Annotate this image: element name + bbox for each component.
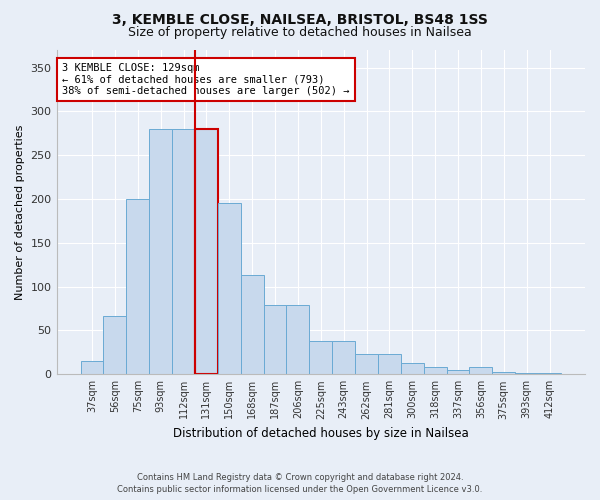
Bar (310, 341, 332, 374)
Bar (263, 305, 286, 374)
Bar (149, 129, 172, 374)
Text: 3, KEMBLE CLOSE, NAILSEA, BRISTOL, BS48 1SS: 3, KEMBLE CLOSE, NAILSEA, BRISTOL, BS48 … (112, 12, 488, 26)
Bar (80, 361, 103, 374)
Bar (446, 370, 469, 374)
Text: Contains HM Land Registry data © Crown copyright and database right 2024.
Contai: Contains HM Land Registry data © Crown c… (118, 472, 482, 494)
Bar (172, 129, 195, 374)
Y-axis label: Number of detached properties: Number of detached properties (15, 124, 25, 300)
Bar (195, 129, 218, 374)
Bar (424, 368, 446, 374)
Bar (401, 363, 424, 374)
Bar (103, 316, 127, 374)
Bar (241, 276, 263, 374)
Text: Size of property relative to detached houses in Nailsea: Size of property relative to detached ho… (128, 26, 472, 39)
Bar (355, 354, 378, 374)
Bar (332, 341, 355, 374)
Bar (515, 372, 538, 374)
Bar (469, 368, 493, 374)
Bar (127, 199, 149, 374)
Bar (378, 354, 401, 374)
Bar (218, 204, 241, 374)
X-axis label: Distribution of detached houses by size in Nailsea: Distribution of detached houses by size … (173, 427, 469, 440)
Text: 3 KEMBLE CLOSE: 129sqm
← 61% of detached houses are smaller (793)
38% of semi-de: 3 KEMBLE CLOSE: 129sqm ← 61% of detached… (62, 63, 349, 96)
Bar (538, 372, 561, 374)
Bar (493, 372, 515, 374)
Bar (286, 305, 310, 374)
